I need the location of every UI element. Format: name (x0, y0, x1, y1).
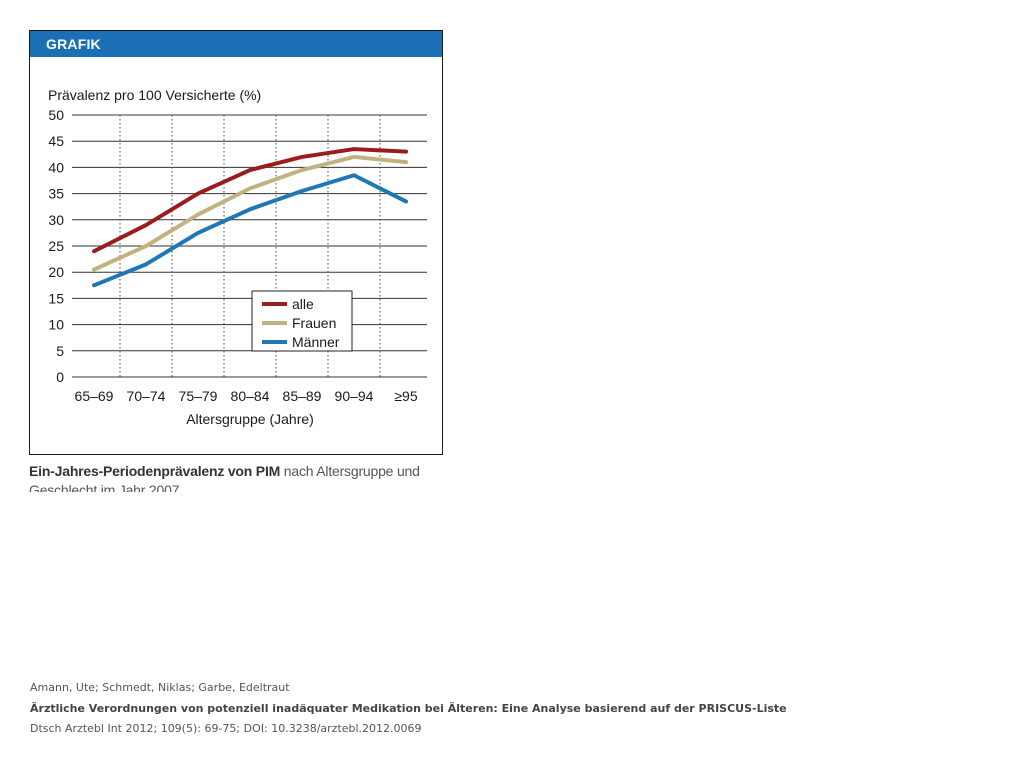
caption-bold: Ein-Jahres-Periodenprävalenz von PIM (29, 463, 281, 479)
data-point-2-6 (404, 199, 408, 204)
data-point-0-4 (300, 155, 304, 159)
data-point-1-5 (352, 155, 356, 159)
figure-caption: Ein-Jahres-Periodenprävalenz von PIM nac… (29, 462, 449, 492)
x-tick-label-4: 85–89 (283, 388, 322, 404)
y-tick-label-10: 10 (48, 317, 64, 333)
data-point-2-2 (196, 231, 200, 235)
y-axis-label: Prävalenz pro 100 Versicherte (%) (48, 87, 261, 103)
y-tick-label-45: 45 (48, 133, 64, 149)
data-point-0-3 (248, 168, 252, 172)
x-tick-label-3: 80–84 (231, 388, 270, 404)
citation-journal: Dtsch Arztebl Int 2012; 109(5): 69-75; D… (30, 722, 422, 735)
x-tick-label-6: ≥95 (394, 388, 417, 404)
y-tick-label-15: 15 (48, 290, 64, 306)
line-chart: Prävalenz pro 100 Versicherte (%) 0 5 10 15 2… (48, 87, 427, 427)
x-tick-label-2: 75–79 (179, 388, 218, 404)
y-tick-label-35: 35 (48, 186, 64, 202)
y-tick-label-40: 40 (48, 159, 64, 175)
data-point-2-1 (144, 262, 148, 267)
figure-header: GRAFIK (30, 31, 442, 57)
x-tick-label-1: 70–74 (127, 388, 166, 404)
y-tick-label-20: 20 (48, 264, 64, 280)
x-tick-label-0: 65–69 (75, 388, 114, 404)
citation-authors: Amann, Ute; Schmedt, Niklas; Garbe, Edel… (30, 681, 290, 694)
data-point-0-2 (196, 191, 200, 196)
y-tick-label-50: 50 (48, 107, 64, 123)
y-tick-label-30: 30 (48, 212, 64, 228)
data-point-0-6 (404, 149, 408, 154)
series-line-1 (92, 154, 408, 272)
data-point-2-0 (92, 283, 96, 288)
data-point-1-2 (196, 212, 200, 217)
legend-label-1: Frauen (292, 315, 336, 331)
y-tick-label-25: 25 (48, 238, 64, 254)
series-line-0 (92, 147, 408, 254)
y-tick-label-0: 0 (56, 369, 64, 385)
x-axis-label: Altersgruppe (Jahre) (186, 411, 314, 427)
chart-figure: GRAFIK Prävalenz pro 100 Versicherte (%)… (29, 30, 443, 455)
caption-rest: nach Altersgruppe und Geschlecht im Jahr… (29, 463, 420, 492)
data-point-0-0 (92, 249, 96, 254)
data-point-1-4 (300, 168, 304, 172)
data-point-1-3 (248, 186, 252, 191)
data-point-0-1 (144, 223, 148, 227)
data-point-0-5 (352, 147, 356, 151)
data-point-2-3 (248, 207, 252, 212)
data-point-1-0 (92, 267, 96, 272)
legend-label-2: Männer (292, 334, 340, 350)
data-point-1-1 (144, 244, 148, 248)
citation: Amann, Ute; Schmedt, Niklas; Garbe, Edel… (30, 678, 787, 740)
x-tick-label-5: 90–94 (335, 388, 374, 404)
y-tick-label-5: 5 (56, 343, 64, 359)
data-point-2-5 (352, 173, 356, 178)
data-point-2-4 (300, 189, 304, 193)
citation-title: Ärztliche Verordnungen von potenziell in… (30, 701, 787, 715)
series-line-2 (92, 173, 408, 288)
legend-label-0: alle (292, 296, 314, 312)
data-point-1-6 (404, 160, 408, 164)
